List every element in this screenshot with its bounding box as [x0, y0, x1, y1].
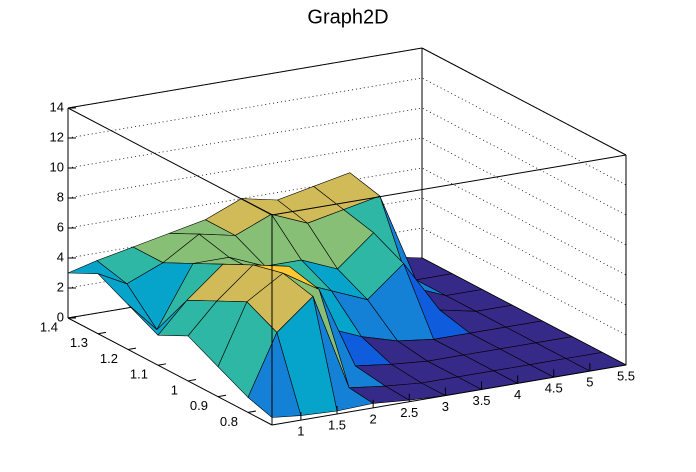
z-tick-label: 2 [57, 279, 64, 294]
box-edge [67, 47, 423, 109]
z-tick-label: 10 [50, 159, 64, 174]
y-tick [67, 316, 77, 319]
y-tick [127, 347, 137, 350]
grid-line [67, 137, 627, 246]
box-edge [421, 47, 627, 156]
grid-line [67, 167, 627, 276]
chart-title: Graph2D [307, 6, 388, 28]
y-tick-label: 1.3 [70, 335, 88, 350]
box-edge [67, 317, 273, 426]
x-tick-label: 4.5 [545, 381, 563, 396]
z-tick-label: 14 [50, 99, 64, 114]
y-tick [157, 363, 167, 366]
z-tick-label: 12 [50, 129, 64, 144]
y-tick-label: 1.1 [130, 367, 148, 382]
y-tick [187, 379, 197, 382]
x-tick-label: 4 [514, 387, 521, 402]
x-tick-label: 3.5 [472, 393, 490, 408]
y-tick [97, 331, 107, 335]
y-tick-label: 0.8 [220, 414, 238, 429]
x-tick-label: 1 [297, 424, 304, 439]
y-tick-label: 0.9 [190, 398, 208, 413]
y-tick [217, 394, 227, 398]
grid-line [67, 197, 627, 306]
z-tick-label: 6 [57, 219, 64, 234]
x-tick-label: 2 [370, 411, 377, 426]
grid-line [67, 227, 627, 336]
y-tick-label: 1.2 [100, 351, 118, 366]
z-tick-label: 4 [57, 249, 64, 264]
y-tick-label: 1 [171, 382, 178, 397]
z-tick-label: 0 [57, 309, 64, 324]
y-tick-label: 1.4 [40, 319, 58, 334]
x-tick-label: 5.5 [617, 368, 635, 383]
z-tick-label: 8 [57, 189, 64, 204]
box-edge [67, 107, 273, 216]
box-edge [271, 154, 627, 216]
grid-line [67, 77, 627, 186]
x-tick-label: 3 [442, 399, 449, 414]
x-tick-label: 5 [586, 375, 593, 390]
y-tick [247, 410, 257, 413]
box-edge [271, 364, 627, 426]
grid-line [67, 107, 627, 216]
x-tick-label: 2.5 [400, 405, 418, 420]
x-tick-label: 1.5 [328, 417, 346, 432]
surface-cell [247, 331, 302, 418]
